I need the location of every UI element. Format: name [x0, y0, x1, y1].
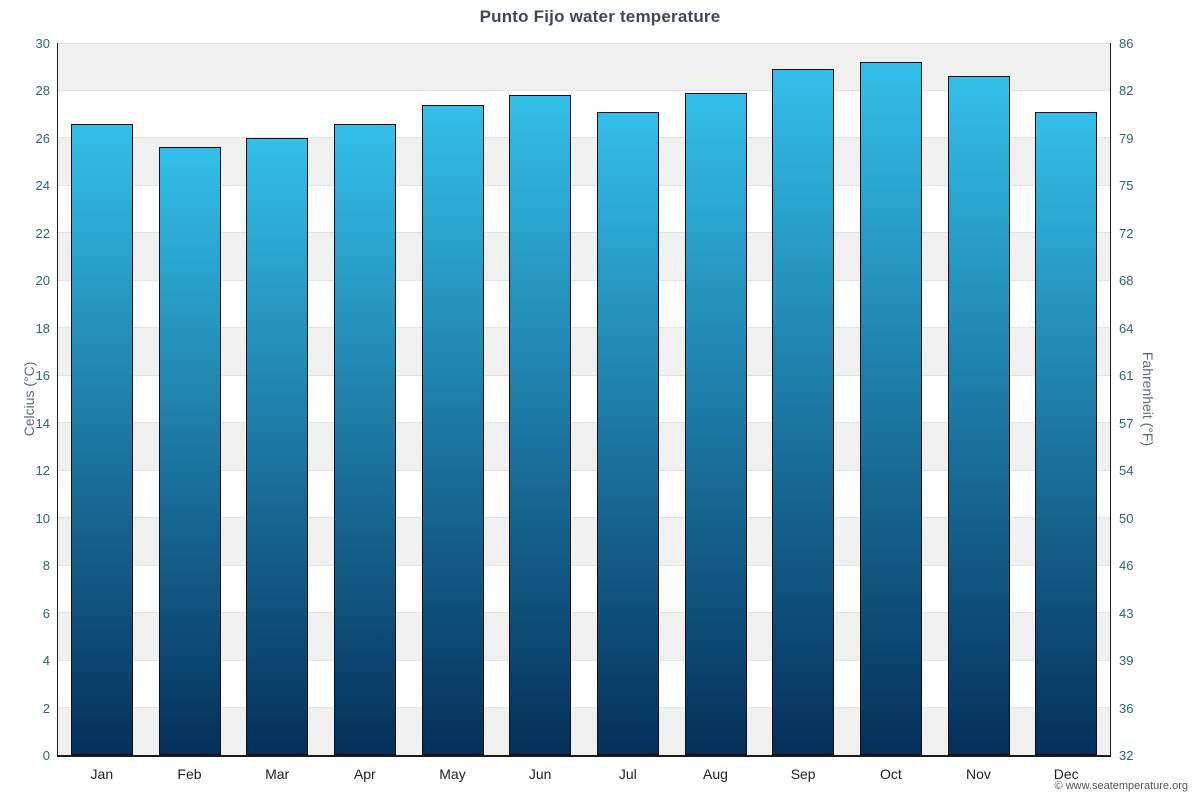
fahrenheit-tick-label: 82 — [1119, 83, 1134, 99]
celsius-tick-label: 30 — [35, 36, 50, 51]
fahrenheit-tick-label: 57 — [1119, 415, 1134, 431]
fahrenheit-tick-label: 79 — [1119, 130, 1134, 146]
temperature-bar — [509, 95, 572, 755]
fahrenheit-tick-label: 61 — [1119, 368, 1134, 384]
fahrenheit-tick-label: 32 — [1119, 748, 1134, 763]
celsius-tick-label: 8 — [42, 558, 50, 574]
temperature-bar — [333, 123, 396, 755]
celsius-tick-label: 2 — [42, 700, 50, 716]
temperature-bar — [684, 92, 747, 755]
temperature-bar — [596, 111, 659, 755]
month-label: Jul — [618, 766, 637, 782]
celsius-tick-label: 20 — [35, 273, 50, 289]
month-label: Jan — [90, 766, 114, 782]
temperature-bar — [1035, 111, 1098, 755]
gridline — [58, 42, 1110, 44]
fahrenheit-tick-label: 64 — [1119, 320, 1134, 336]
fahrenheit-tick-label: 50 — [1119, 510, 1134, 526]
celsius-tick-label: 0 — [42, 748, 50, 763]
temperature-bar — [246, 137, 309, 755]
fahrenheit-tick-label: 72 — [1119, 225, 1134, 241]
chart-title: Punto Fijo water temperature — [479, 7, 721, 26]
celsius-tick-label: 4 — [42, 653, 50, 669]
fahrenheit-tick-label: 68 — [1119, 273, 1134, 289]
temperature-bar — [421, 104, 484, 755]
temperature-bar — [859, 61, 922, 755]
month-label: May — [439, 766, 466, 782]
y-axis-line-left — [57, 43, 58, 755]
fahrenheit-tick-label: 54 — [1119, 463, 1134, 479]
fahrenheit-tick-label: 75 — [1119, 178, 1134, 194]
month-label: Dec — [1053, 766, 1079, 782]
celsius-tick-label: 12 — [35, 463, 50, 479]
celsius-tick-label: 14 — [35, 415, 50, 431]
fahrenheit-tick-label: 86 — [1119, 36, 1134, 51]
fahrenheit-tick-label: 46 — [1119, 558, 1134, 574]
celsius-tick-label: 16 — [35, 368, 50, 384]
celsius-tick-label: 6 — [42, 605, 50, 621]
temperature-bar — [772, 69, 835, 755]
celsius-tick-label: 18 — [35, 320, 50, 336]
month-label: Nov — [966, 766, 991, 782]
copyright-text: © www.seatemperature.org — [1054, 780, 1188, 792]
month-label: Aug — [703, 766, 728, 782]
celsius-tick-label: 28 — [35, 83, 50, 99]
y-axis-title-fahrenheit: Fahrenheit (°F) — [1139, 351, 1156, 447]
fahrenheit-tick-label: 36 — [1119, 700, 1134, 716]
month-label: Feb — [177, 766, 202, 782]
month-label: Oct — [879, 766, 902, 782]
celsius-tick-label: 22 — [35, 225, 50, 241]
y-axis-line-right — [1110, 43, 1111, 755]
temperature-bar — [947, 76, 1010, 755]
celsius-tick-label: 10 — [35, 510, 50, 526]
month-label: Mar — [265, 766, 290, 782]
celsius-tick-label: 24 — [35, 178, 50, 194]
temperature-bar — [70, 123, 133, 755]
temperature-bar — [158, 147, 221, 755]
month-label: Sep — [790, 766, 816, 782]
fahrenheit-tick-label: 43 — [1119, 605, 1134, 621]
x-axis-line — [57, 755, 1111, 757]
fahrenheit-tick-label: 39 — [1119, 653, 1134, 669]
celsius-tick-label: 26 — [35, 130, 50, 146]
month-label: Jun — [528, 766, 552, 782]
month-label: Apr — [353, 766, 376, 782]
